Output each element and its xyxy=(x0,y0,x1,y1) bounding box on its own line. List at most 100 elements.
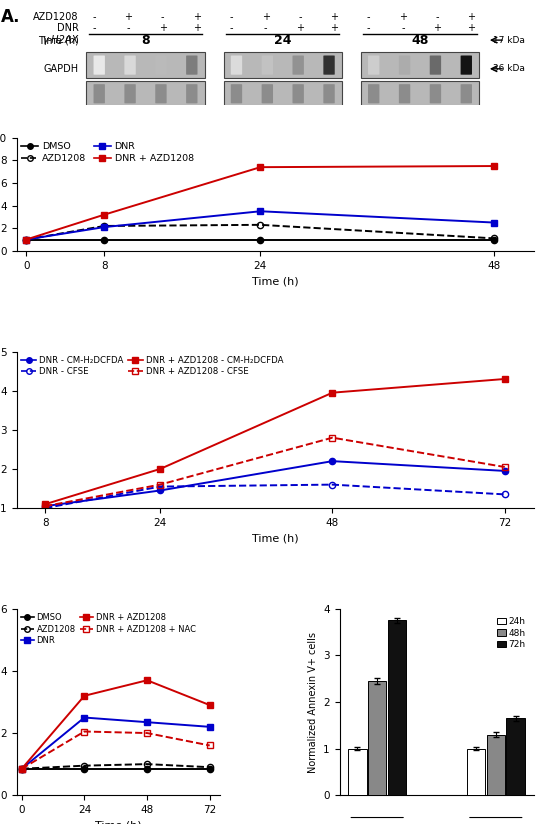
DNR + AZD1208 + NAC xyxy=(81,727,87,737)
DNR xyxy=(81,713,87,723)
FancyBboxPatch shape xyxy=(231,84,242,103)
Text: +: + xyxy=(296,23,304,33)
Bar xyxy=(487,735,505,795)
DNR + AZD1208 xyxy=(206,700,213,710)
Bar xyxy=(388,620,406,795)
FancyBboxPatch shape xyxy=(124,55,136,75)
Text: +: + xyxy=(262,12,270,22)
DNR + AZD1208 xyxy=(491,161,498,171)
FancyBboxPatch shape xyxy=(460,84,472,103)
DNR xyxy=(18,764,25,774)
Legend: DNR - CM-H₂DCFDA, DNR - CFSE, DNR + AZD1208 - CM-H₂DCFDA, DNR + AZD1208 - CFSE: DNR - CM-H₂DCFDA, DNR - CFSE, DNR + AZD1… xyxy=(21,356,283,377)
DNR + AZD1208 - CM-H₂DCFDA xyxy=(157,464,163,474)
AZD1208 xyxy=(491,233,498,243)
Line: DNR + AZD1208: DNR + AZD1208 xyxy=(23,163,498,242)
DNR + AZD1208 + NAC xyxy=(144,728,150,738)
FancyBboxPatch shape xyxy=(368,55,380,75)
DNR xyxy=(23,235,30,245)
DMSO xyxy=(81,764,87,774)
Text: -: - xyxy=(126,23,130,33)
DNR xyxy=(257,206,263,216)
Text: +: + xyxy=(468,12,475,22)
FancyBboxPatch shape xyxy=(368,84,380,103)
Line: DNR - CM-H₂DCFDA: DNR - CM-H₂DCFDA xyxy=(42,458,508,509)
Legend: DMSO, AZD1208, DNR, DNR + AZD1208: DMSO, AZD1208, DNR, DNR + AZD1208 xyxy=(21,143,194,163)
DNR + AZD1208 + NAC xyxy=(206,741,213,751)
Bar xyxy=(223,52,342,78)
Text: 8: 8 xyxy=(141,34,150,47)
Bar xyxy=(348,748,366,795)
DNR + AZD1208 xyxy=(18,764,25,774)
Text: γ-H2AX: γ-H2AX xyxy=(42,35,79,45)
AZD1208 xyxy=(81,761,87,770)
Text: +: + xyxy=(193,23,201,33)
Text: -: - xyxy=(436,12,439,22)
DMSO xyxy=(101,235,108,245)
Line: DNR + AZD1208 + NAC: DNR + AZD1208 + NAC xyxy=(19,728,213,772)
DNR xyxy=(491,218,498,227)
Text: DNR: DNR xyxy=(57,23,79,33)
Text: -: - xyxy=(92,12,96,22)
Text: -: - xyxy=(367,23,370,33)
Bar xyxy=(223,81,342,107)
DNR - CFSE xyxy=(502,489,508,499)
FancyBboxPatch shape xyxy=(186,84,197,103)
DNR + AZD1208 xyxy=(23,235,30,245)
DMSO xyxy=(491,235,498,245)
Text: 48: 48 xyxy=(411,34,428,47)
Text: -: - xyxy=(229,23,233,33)
DNR + AZD1208 xyxy=(144,676,150,686)
Text: GAPDH: GAPDH xyxy=(43,63,79,74)
DNR - CM-H₂DCFDA xyxy=(502,466,508,476)
DMSO xyxy=(144,764,150,774)
DNR + AZD1208 - CM-H₂DCFDA xyxy=(329,388,336,398)
FancyBboxPatch shape xyxy=(323,55,335,75)
FancyBboxPatch shape xyxy=(186,55,197,75)
Line: DNR + AZD1208: DNR + AZD1208 xyxy=(19,677,213,772)
DNR xyxy=(101,222,108,232)
Text: +: + xyxy=(330,12,338,22)
DMSO xyxy=(18,764,25,774)
DNR - CM-H₂DCFDA xyxy=(157,485,163,495)
FancyBboxPatch shape xyxy=(323,84,335,103)
X-axis label: Time (h): Time (h) xyxy=(252,533,298,543)
FancyBboxPatch shape xyxy=(430,55,441,75)
AZD1208 xyxy=(206,762,213,772)
Text: +: + xyxy=(433,23,441,33)
FancyBboxPatch shape xyxy=(399,84,410,103)
Text: -: - xyxy=(161,12,164,22)
Line: DNR + AZD1208 - CFSE: DNR + AZD1208 - CFSE xyxy=(42,434,508,509)
AZD1208 xyxy=(257,220,263,230)
Bar xyxy=(361,52,479,78)
DNR - CFSE xyxy=(157,482,163,492)
FancyBboxPatch shape xyxy=(94,55,105,75)
FancyBboxPatch shape xyxy=(399,55,410,75)
Text: -: - xyxy=(264,23,267,33)
DNR + AZD1208 - CM-H₂DCFDA xyxy=(42,499,48,509)
DNR xyxy=(144,717,150,727)
Text: +: + xyxy=(193,12,201,22)
Text: Time (h): Time (h) xyxy=(37,35,79,45)
Bar xyxy=(86,81,205,107)
Line: DMSO: DMSO xyxy=(23,236,498,242)
AZD1208 xyxy=(18,764,25,774)
DNR + AZD1208 - CFSE xyxy=(42,501,48,511)
Text: 36 kDa: 36 kDa xyxy=(490,64,525,73)
FancyBboxPatch shape xyxy=(262,55,273,75)
Text: -: - xyxy=(229,12,233,22)
Text: 24: 24 xyxy=(274,34,292,47)
DNR - CM-H₂DCFDA xyxy=(329,456,336,466)
DNR + AZD1208 xyxy=(257,162,263,172)
DMSO xyxy=(206,764,213,774)
FancyBboxPatch shape xyxy=(124,84,136,103)
X-axis label: Time (h): Time (h) xyxy=(252,276,298,286)
Text: 17 kDa: 17 kDa xyxy=(490,35,525,44)
Text: +: + xyxy=(330,23,338,33)
FancyBboxPatch shape xyxy=(155,55,167,75)
Text: +: + xyxy=(399,12,407,22)
Bar xyxy=(368,681,386,795)
X-axis label: Time (h): Time (h) xyxy=(95,821,142,824)
FancyBboxPatch shape xyxy=(460,55,472,75)
FancyBboxPatch shape xyxy=(155,84,167,103)
Text: A.: A. xyxy=(1,7,20,26)
